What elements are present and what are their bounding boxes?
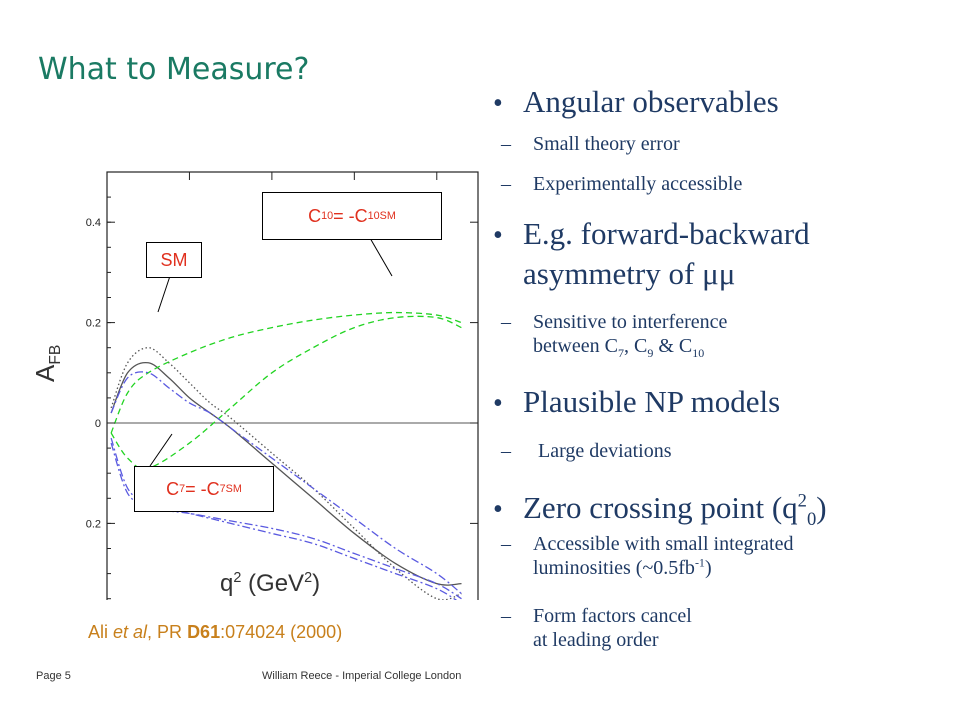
series-line-5 — [110, 437, 458, 600]
interference-c: & C — [653, 335, 693, 357]
callout-c10-main: C — [308, 205, 322, 226]
bullet-np-models: • Plausible NP models — [493, 382, 780, 424]
callout-sm: SM — [146, 242, 202, 278]
callout-c7-main: C — [166, 478, 180, 499]
x-axis-unit-sup: 2 — [304, 570, 313, 586]
interference-a: between C — [533, 335, 618, 357]
sub-bullet-dash: – — [501, 533, 511, 555]
bullet-zero-crossing: • Zero crossing point (q20) — [493, 488, 827, 530]
x-axis-unit-open: (GeV — [241, 570, 305, 597]
sub-bullet-exp-accessible: – Experimentally accessible — [493, 172, 742, 196]
sub-bullet-form-factors: – Form factors cancel at leading order — [493, 604, 692, 652]
zero-crossing-sub: 0 — [806, 509, 817, 531]
sub-bullet-accessible-lumi: – Accessible with small integrated lumin… — [493, 532, 793, 580]
sub-bullet-dash: – — [501, 311, 511, 333]
series-line-2 — [110, 311, 462, 434]
sub-bullet-interference-line1: Sensitive to interference — [533, 311, 728, 333]
callout-c10: C 10 = -C 10 SM — [262, 192, 442, 240]
bullet-angular: • Angular observables — [493, 82, 779, 124]
accessible-lumi-line2: luminosities (~0.5fb-1) — [533, 556, 793, 580]
sub-bullet-dash: – — [501, 173, 511, 195]
x-axis-label-main: q — [220, 570, 234, 597]
sub-bullet-large-deviations-text: Large deviations — [533, 440, 672, 462]
sub-bullet-small-error: – Small theory error — [493, 132, 680, 156]
callout-c10-mid: = -C — [333, 205, 368, 226]
y-axis-label: AFB — [30, 344, 65, 382]
y-tick-label: 0.4 — [86, 217, 101, 229]
plot-series — [110, 311, 462, 600]
callout-c10-pointer — [369, 237, 393, 277]
y-tick-label: 0 — [95, 418, 101, 430]
bullet-dot: • — [493, 220, 503, 251]
zero-crossing-sup: 2 — [797, 490, 807, 512]
bullet-afb-line1: E.g. forward-backward — [523, 216, 810, 251]
sub-bullet-large-deviations: – Large deviations — [493, 439, 671, 463]
sub-bullet-interference-line2: between C7, C9 & C10 — [533, 334, 727, 360]
citation-volume: D61 — [187, 622, 221, 642]
y-tick-label: 0.2 — [86, 318, 101, 330]
series-line-4 — [110, 371, 462, 595]
bullet-afb: • E.g. forward-backward asymmetry of μμ — [493, 214, 810, 294]
citation-etal: et al — [113, 622, 148, 642]
bullet-dot: • — [493, 388, 503, 419]
x-axis-label: q2 (GeV2) — [220, 570, 320, 598]
y-axis-label-main: A — [30, 364, 60, 382]
sub-bullet-interference: – Sensitive to interference between C7, … — [493, 310, 728, 360]
x-axis-unit-close: ) — [312, 570, 321, 597]
footer-author: William Reece - Imperial College London — [262, 670, 462, 682]
afb-figure: 024680.40.200.2-0.4 AFB q2 (GeV2) SM C10… — [20, 160, 480, 600]
sub-bullet-dash: – — [501, 605, 511, 627]
form-factors-line2: at leading order — [533, 629, 659, 651]
sub-bullet-small-error-text: Small theory error — [533, 133, 680, 155]
callout-c7-pointer — [149, 433, 173, 467]
bullet-dot: • — [493, 88, 503, 119]
accessible-lumi-b: ) — [704, 557, 712, 579]
interference-sub2: 9 — [647, 346, 654, 360]
footer-page-number: Page 5 — [36, 670, 71, 682]
bullet-angular-text: Angular observables — [523, 84, 779, 119]
citation: Ali et al, PR D61:074024 (2000) — [88, 622, 342, 643]
bullet-np-models-text: Plausible NP models — [523, 384, 781, 419]
plot-ticks: 024680.40.200.2-0.4 — [86, 171, 478, 600]
interference-b: , C — [623, 335, 648, 357]
citation-author: Ali — [88, 622, 114, 642]
accessible-lumi-sup: -1 — [694, 555, 705, 570]
bullet-dot: • — [493, 494, 503, 525]
callout-pointers — [149, 237, 393, 467]
y-tick-label: 0.2 — [86, 518, 101, 530]
zero-crossing-b: ) — [816, 490, 827, 525]
x-axis-label-sup: 2 — [233, 570, 242, 586]
sub-bullet-dash: – — [501, 133, 511, 155]
callout-sm-text: SM — [160, 249, 188, 270]
sub-bullet-exp-accessible-text: Experimentally accessible — [533, 173, 743, 195]
accessible-lumi-a: luminosities (~0.5fb — [533, 557, 695, 579]
zero-crossing-a: Zero crossing point (q — [523, 490, 798, 525]
interference-sub1: 7 — [617, 346, 624, 360]
citation-rest: :074024 (2000) — [220, 622, 343, 642]
slide-title: What to Measure? — [38, 52, 310, 87]
callout-sm-pointer — [157, 275, 171, 313]
series-line-3 — [110, 315, 462, 470]
form-factors-line1: Form factors cancel — [533, 605, 692, 627]
citation-mid: , PR — [147, 622, 188, 642]
accessible-lumi-line1: Accessible with small integrated — [533, 533, 794, 555]
interference-sub3: 10 — [692, 346, 705, 360]
y-axis-label-sub: FB — [47, 344, 65, 365]
sub-bullet-dash: – — [501, 440, 511, 462]
bullet-afb-line2: asymmetry of μμ — [523, 256, 736, 291]
callout-c7-mid: = -C — [185, 478, 220, 499]
